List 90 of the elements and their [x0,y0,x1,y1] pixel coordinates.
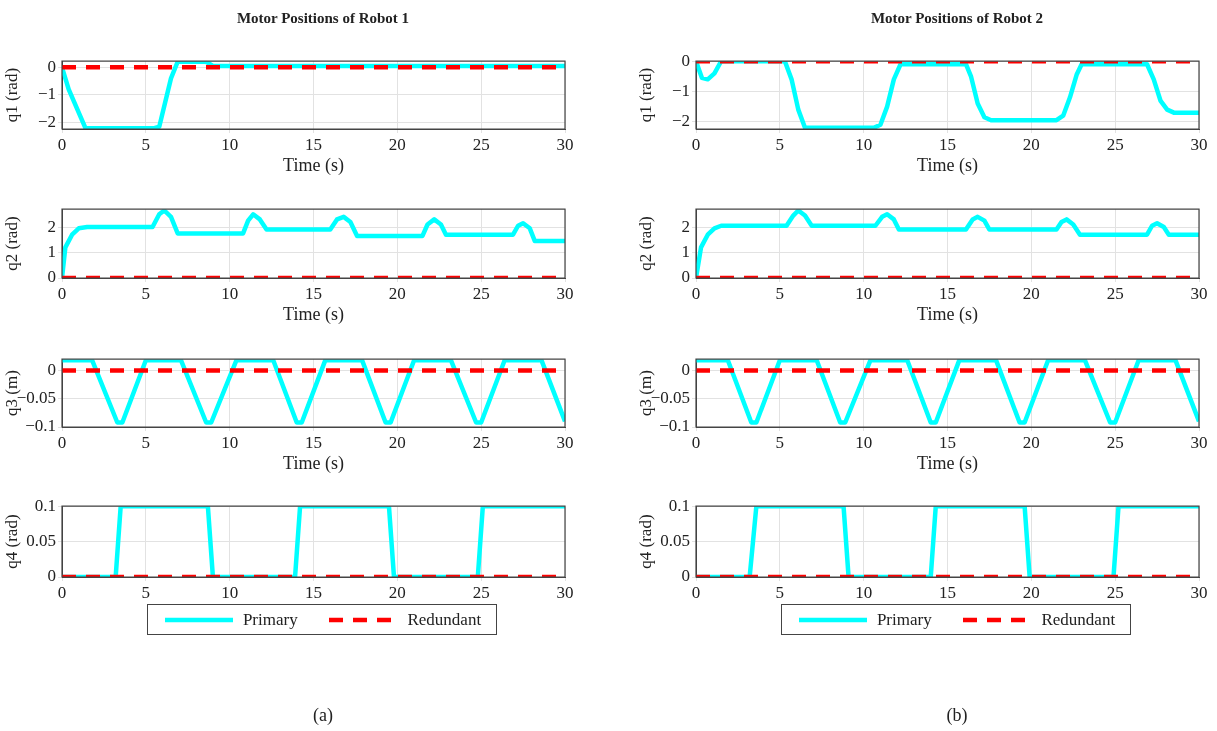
x-axis-title: Time (s) [283,452,344,474]
chart-title: Motor Positions of Robot 2 [870,10,1044,27]
x-axis-title: Time (s) [283,154,344,176]
x-tick-label: 10 [221,582,239,602]
x-tick-label: 30 [1190,134,1208,154]
x-tick-label: 10 [221,432,239,452]
y-tick-label: −1 [37,84,56,104]
x-tick-label: 5 [141,582,151,602]
x-tick-label: 30 [556,432,574,452]
y-tick-label: 1 [681,241,690,261]
x-tick-label: 5 [775,432,785,452]
y-tick-label: 2 [681,216,690,236]
x-tick-label: 30 [556,283,574,303]
x-tick-label: 30 [1190,582,1208,602]
y-tick-label: 0 [681,267,690,287]
x-tick-label: 5 [141,134,151,154]
y-tick-label: −1 [671,80,690,100]
y-tick-label: 0.05 [660,531,690,551]
x-tick-label: 30 [556,134,574,154]
y-axis-title: q1 (rad) [635,67,655,123]
x-tick-label: 5 [775,582,785,602]
x-tick-label: 25 [1106,134,1124,154]
x-tick-label: 25 [472,582,490,602]
y-axis-title: q2 (rad) [635,216,655,271]
x-tick-label: 20 [388,134,406,154]
x-tick-label: 30 [1190,432,1208,452]
y-tick-label: 0 [681,359,690,379]
x-tick-label: 30 [556,582,574,602]
x-tick-label: 15 [939,134,956,154]
x-axis-title: Time (s) [283,303,344,325]
y-tick-label: 0 [47,56,56,76]
x-tick-label: 15 [939,582,956,602]
x-tick-label: 5 [141,283,151,303]
y-axis-title: q1 (rad) [1,67,21,123]
x-tick-label: 5 [141,432,151,452]
x-tick-label: 10 [855,432,873,452]
y-tick-label: −0.1 [25,416,56,436]
x-tick-label: 20 [388,283,406,303]
text: (b) [946,705,968,726]
x-tick-label: 15 [939,283,956,303]
x-tick-label: 5 [775,283,785,303]
y-tick-label: 0 [681,566,690,586]
x-tick-label: 10 [855,283,873,303]
y-tick-label: 0 [47,267,56,287]
x-tick-label: 15 [305,582,322,602]
x-tick-label: 10 [855,582,873,602]
y-tick-label: 0.1 [668,495,690,515]
x-tick-label: 20 [1022,283,1040,303]
y-tick-label: 0.05 [26,531,56,551]
legend-label: Primary [242,609,298,630]
text: (a) [313,705,333,726]
y-tick-label: 0 [47,566,56,586]
y-tick-label: 0 [681,50,690,70]
x-axis-title: Time (s) [917,452,978,474]
y-axis-title: q2 (rad) [1,216,21,271]
y-tick-label: −2 [671,111,690,131]
x-tick-label: 25 [472,283,490,303]
y-tick-label: 2 [47,216,56,236]
x-tick-label: 10 [221,134,239,154]
x-tick-label: 20 [388,432,406,452]
legend-label: Redundant [407,609,482,630]
x-tick-label: 20 [1022,582,1040,602]
y-tick-label: 1 [47,241,56,261]
x-axis-title: Time (s) [917,303,978,325]
y-tick-label: −0.1 [659,416,690,436]
x-tick-label: 20 [1022,134,1040,154]
x-tick-label: 15 [305,432,322,452]
legend-label: Primary [876,609,932,630]
x-tick-label: 25 [1106,432,1124,452]
y-axis-title: q4 (rad) [1,514,21,569]
x-tick-label: 10 [855,134,873,154]
x-tick-label: 30 [1190,283,1208,303]
x-tick-label: 25 [472,134,490,154]
legend-label: Redundant [1041,609,1116,630]
x-tick-label: 15 [305,283,322,303]
x-tick-label: 10 [221,283,239,303]
y-tick-label: 0 [47,359,56,379]
y-axis-title: q4 (rad) [635,514,655,569]
x-axis-title: Time (s) [917,154,978,176]
x-tick-label: 25 [472,432,490,452]
chart-title: Motor Positions of Robot 1 [236,10,410,27]
y-tick-label: 0.1 [34,495,56,515]
x-tick-label: 15 [939,432,956,452]
x-tick-label: 25 [1106,283,1124,303]
x-tick-label: 5 [775,134,785,154]
x-tick-label: 20 [1022,432,1040,452]
x-tick-label: 20 [388,582,406,602]
x-tick-label: 15 [305,134,322,154]
x-tick-label: 25 [1106,582,1124,602]
y-tick-label: −2 [37,112,56,132]
